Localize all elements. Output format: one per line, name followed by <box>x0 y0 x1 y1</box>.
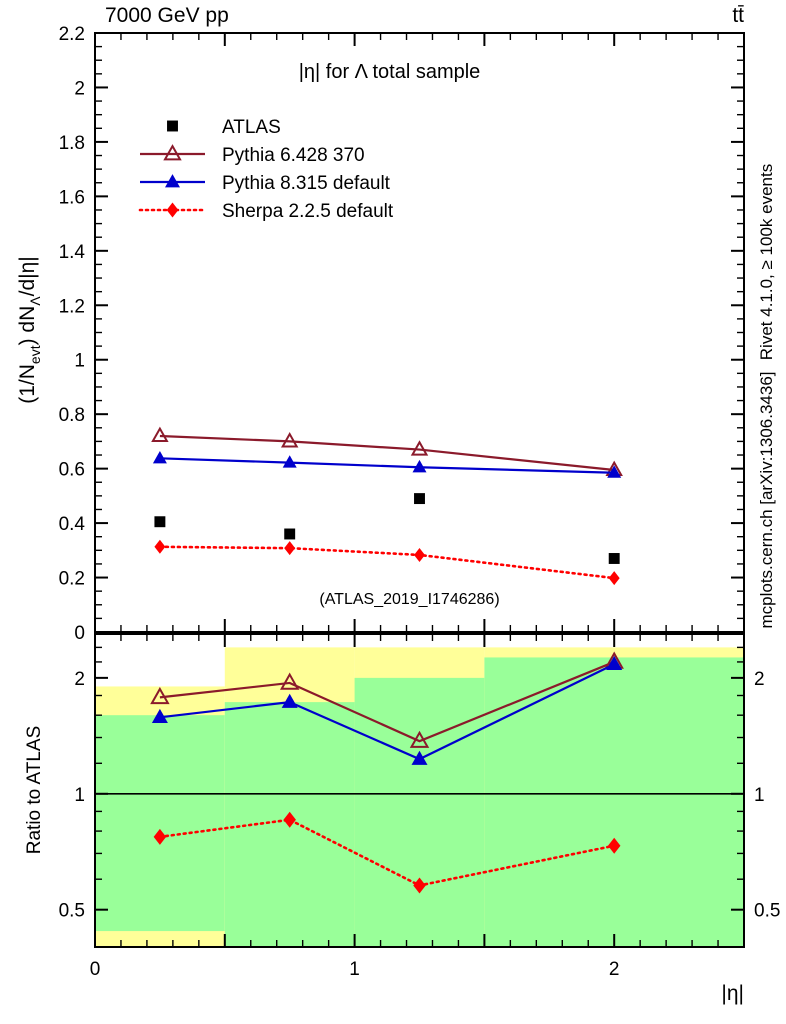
main-plot-title: |η| for Λ total sample <box>299 61 481 83</box>
ratio-marker-triangle-filled <box>606 655 623 670</box>
watermark-label: (ATLAS_2019_I1746286) <box>319 591 499 608</box>
ratio-ytick-label: 2 <box>74 669 85 690</box>
ratio-ytick-label: 0.5 <box>59 901 85 922</box>
data-marker-triangle-open <box>151 426 169 443</box>
data-marker-square <box>284 528 296 540</box>
series-line <box>159 457 615 474</box>
series-line <box>158 818 616 887</box>
main-ytick-label: 1.4 <box>59 242 86 263</box>
ratio-band-green-0 <box>95 715 225 932</box>
data-marker-triangle-filled <box>412 459 427 473</box>
xtick-label: 1 <box>349 959 360 980</box>
data-marker-triangle-filled <box>282 455 297 468</box>
data-marker-triangle-filled <box>152 450 167 464</box>
legend-label-0: ATLAS <box>222 117 281 138</box>
right-caption-top-group: Rivet 4.1.0, ≥ 100k events <box>757 164 776 360</box>
data-marker-triangle-open <box>410 440 429 456</box>
data-marker-triangle-filled <box>607 465 622 478</box>
data-marker-diamond <box>414 547 425 562</box>
ratio-marker-triangle-open <box>279 672 300 690</box>
main-ytick-label: 0.4 <box>59 514 86 535</box>
series-line <box>158 545 616 580</box>
data-marker-diamond <box>154 539 166 554</box>
data-marker-square <box>154 516 166 528</box>
legend-label-1: Pythia 6.428 370 <box>222 145 365 166</box>
legend-marker-diamond <box>166 202 179 218</box>
beam-label: 7000 GeV pp <box>105 4 229 27</box>
ratio-panel-frame <box>94 633 745 948</box>
xtick-label: 2 <box>609 959 620 980</box>
ratio-marker-triangle-open <box>150 686 170 705</box>
data-marker-diamond <box>608 571 620 586</box>
ratio-marker-triangle-filled <box>281 693 298 708</box>
series-line <box>159 663 615 761</box>
data-marker-diamond <box>284 541 296 556</box>
ratio-ytick-label-right: 2 <box>754 669 765 690</box>
series-line <box>159 434 615 472</box>
process-label: tt̄ <box>732 4 744 27</box>
data-marker-square <box>414 493 425 505</box>
xtick-label: 0 <box>90 959 101 980</box>
main-ytick-label: 0.6 <box>59 460 85 481</box>
ratio-ytick-label-right: 0.5 <box>754 901 780 922</box>
ratio-marker-diamond <box>153 828 167 845</box>
ratio-marker-diamond <box>607 837 621 854</box>
legend-marker-triangle-open <box>163 144 182 161</box>
right-caption-bottom-group: mcplots.cern.ch [arXiv:1306.3436] <box>757 371 776 628</box>
main-ytick-label: 2.2 <box>59 24 85 45</box>
data-marker-triangle-open <box>280 432 299 448</box>
ratio-ylabel-group: Ratio to ATLAS <box>24 726 45 855</box>
data-marker-square <box>608 553 620 564</box>
main-ylabel-group: (1/Nevt) dNΛ/d|η| <box>16 256 43 404</box>
ratio-marker-triangle-filled <box>411 750 428 765</box>
ratio-marker-diamond <box>283 811 296 828</box>
legend-label-3: Sherpa 2.2.5 default <box>222 201 394 222</box>
legend-label-2: Pythia 8.315 default <box>222 173 391 194</box>
main-ytick-label: 1 <box>74 351 85 372</box>
xaxis-label: |η| <box>721 982 744 1005</box>
main-ytick-label: 0.8 <box>59 405 85 426</box>
mcplots-reference-label: mcplots.cern.ch [arXiv:1306.3436] <box>757 371 776 628</box>
ratio-marker-triangle-filled <box>151 708 168 724</box>
series-line <box>159 660 615 743</box>
main-ylabel: (1/Nevt) dNΛ/d|η| <box>16 256 43 404</box>
ratio-ytick-label: 1 <box>74 785 85 806</box>
main-ytick-label: 0.2 <box>59 569 85 590</box>
ratio-ytick-label-right: 1 <box>754 785 765 806</box>
legend-marker-triangle-filled <box>165 174 180 188</box>
ratio-band-green-2 <box>354 677 485 947</box>
legend-marker-square <box>167 120 178 132</box>
main-ytick-label: 2 <box>74 78 85 99</box>
rivet-version-label: Rivet 4.1.0, ≥ 100k events <box>757 164 776 360</box>
main-panel-frame <box>94 32 745 633</box>
main-ytick-label: 1.6 <box>59 187 85 208</box>
ratio-marker-triangle-open <box>409 730 430 748</box>
main-ytick-label: 0 <box>74 623 85 644</box>
ratio-ylabel: Ratio to ATLAS <box>24 726 45 855</box>
main-ytick-label: 1.2 <box>59 296 85 317</box>
main-ytick-label: 1.8 <box>59 133 85 154</box>
ratio-band-green-3 <box>484 657 744 947</box>
ratio-marker-diamond <box>413 877 426 894</box>
